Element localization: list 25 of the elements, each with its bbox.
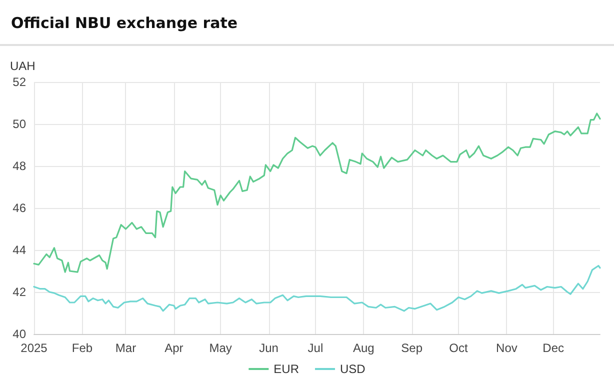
y-axis-title: UAH [10,59,36,73]
y-tick-label: 42 [12,285,26,299]
y-tick-label: 46 [12,201,26,215]
x-tick-label: Dec [542,341,564,355]
x-tick-label: Jun [259,341,278,355]
x-tick-label: May [209,341,232,355]
x-tick-label: Sep [401,341,423,355]
line-series [33,112,601,273]
x-tick-label: 2025 [20,341,48,355]
legend-label: EUR [274,362,300,376]
chart-title: Official NBU exchange rate [0,0,614,46]
x-tick-label: Feb [72,341,93,355]
x-tick-label: Oct [449,341,468,355]
x-tick-label: Apr [164,341,184,355]
x-tick-label: Mar [115,341,136,355]
legend-label: USD [340,362,366,376]
y-tick-label: 50 [12,117,26,131]
x-tick-label: Jul [308,341,324,355]
y-tick-label: 48 [12,159,26,173]
y-tick-label: 52 [12,75,26,89]
x-tick-label: Nov [496,341,518,355]
y-tick-label: 40 [12,327,26,341]
y-tick-label: 44 [12,243,26,257]
line-series [33,264,601,312]
x-tick-label: Aug [352,341,374,355]
